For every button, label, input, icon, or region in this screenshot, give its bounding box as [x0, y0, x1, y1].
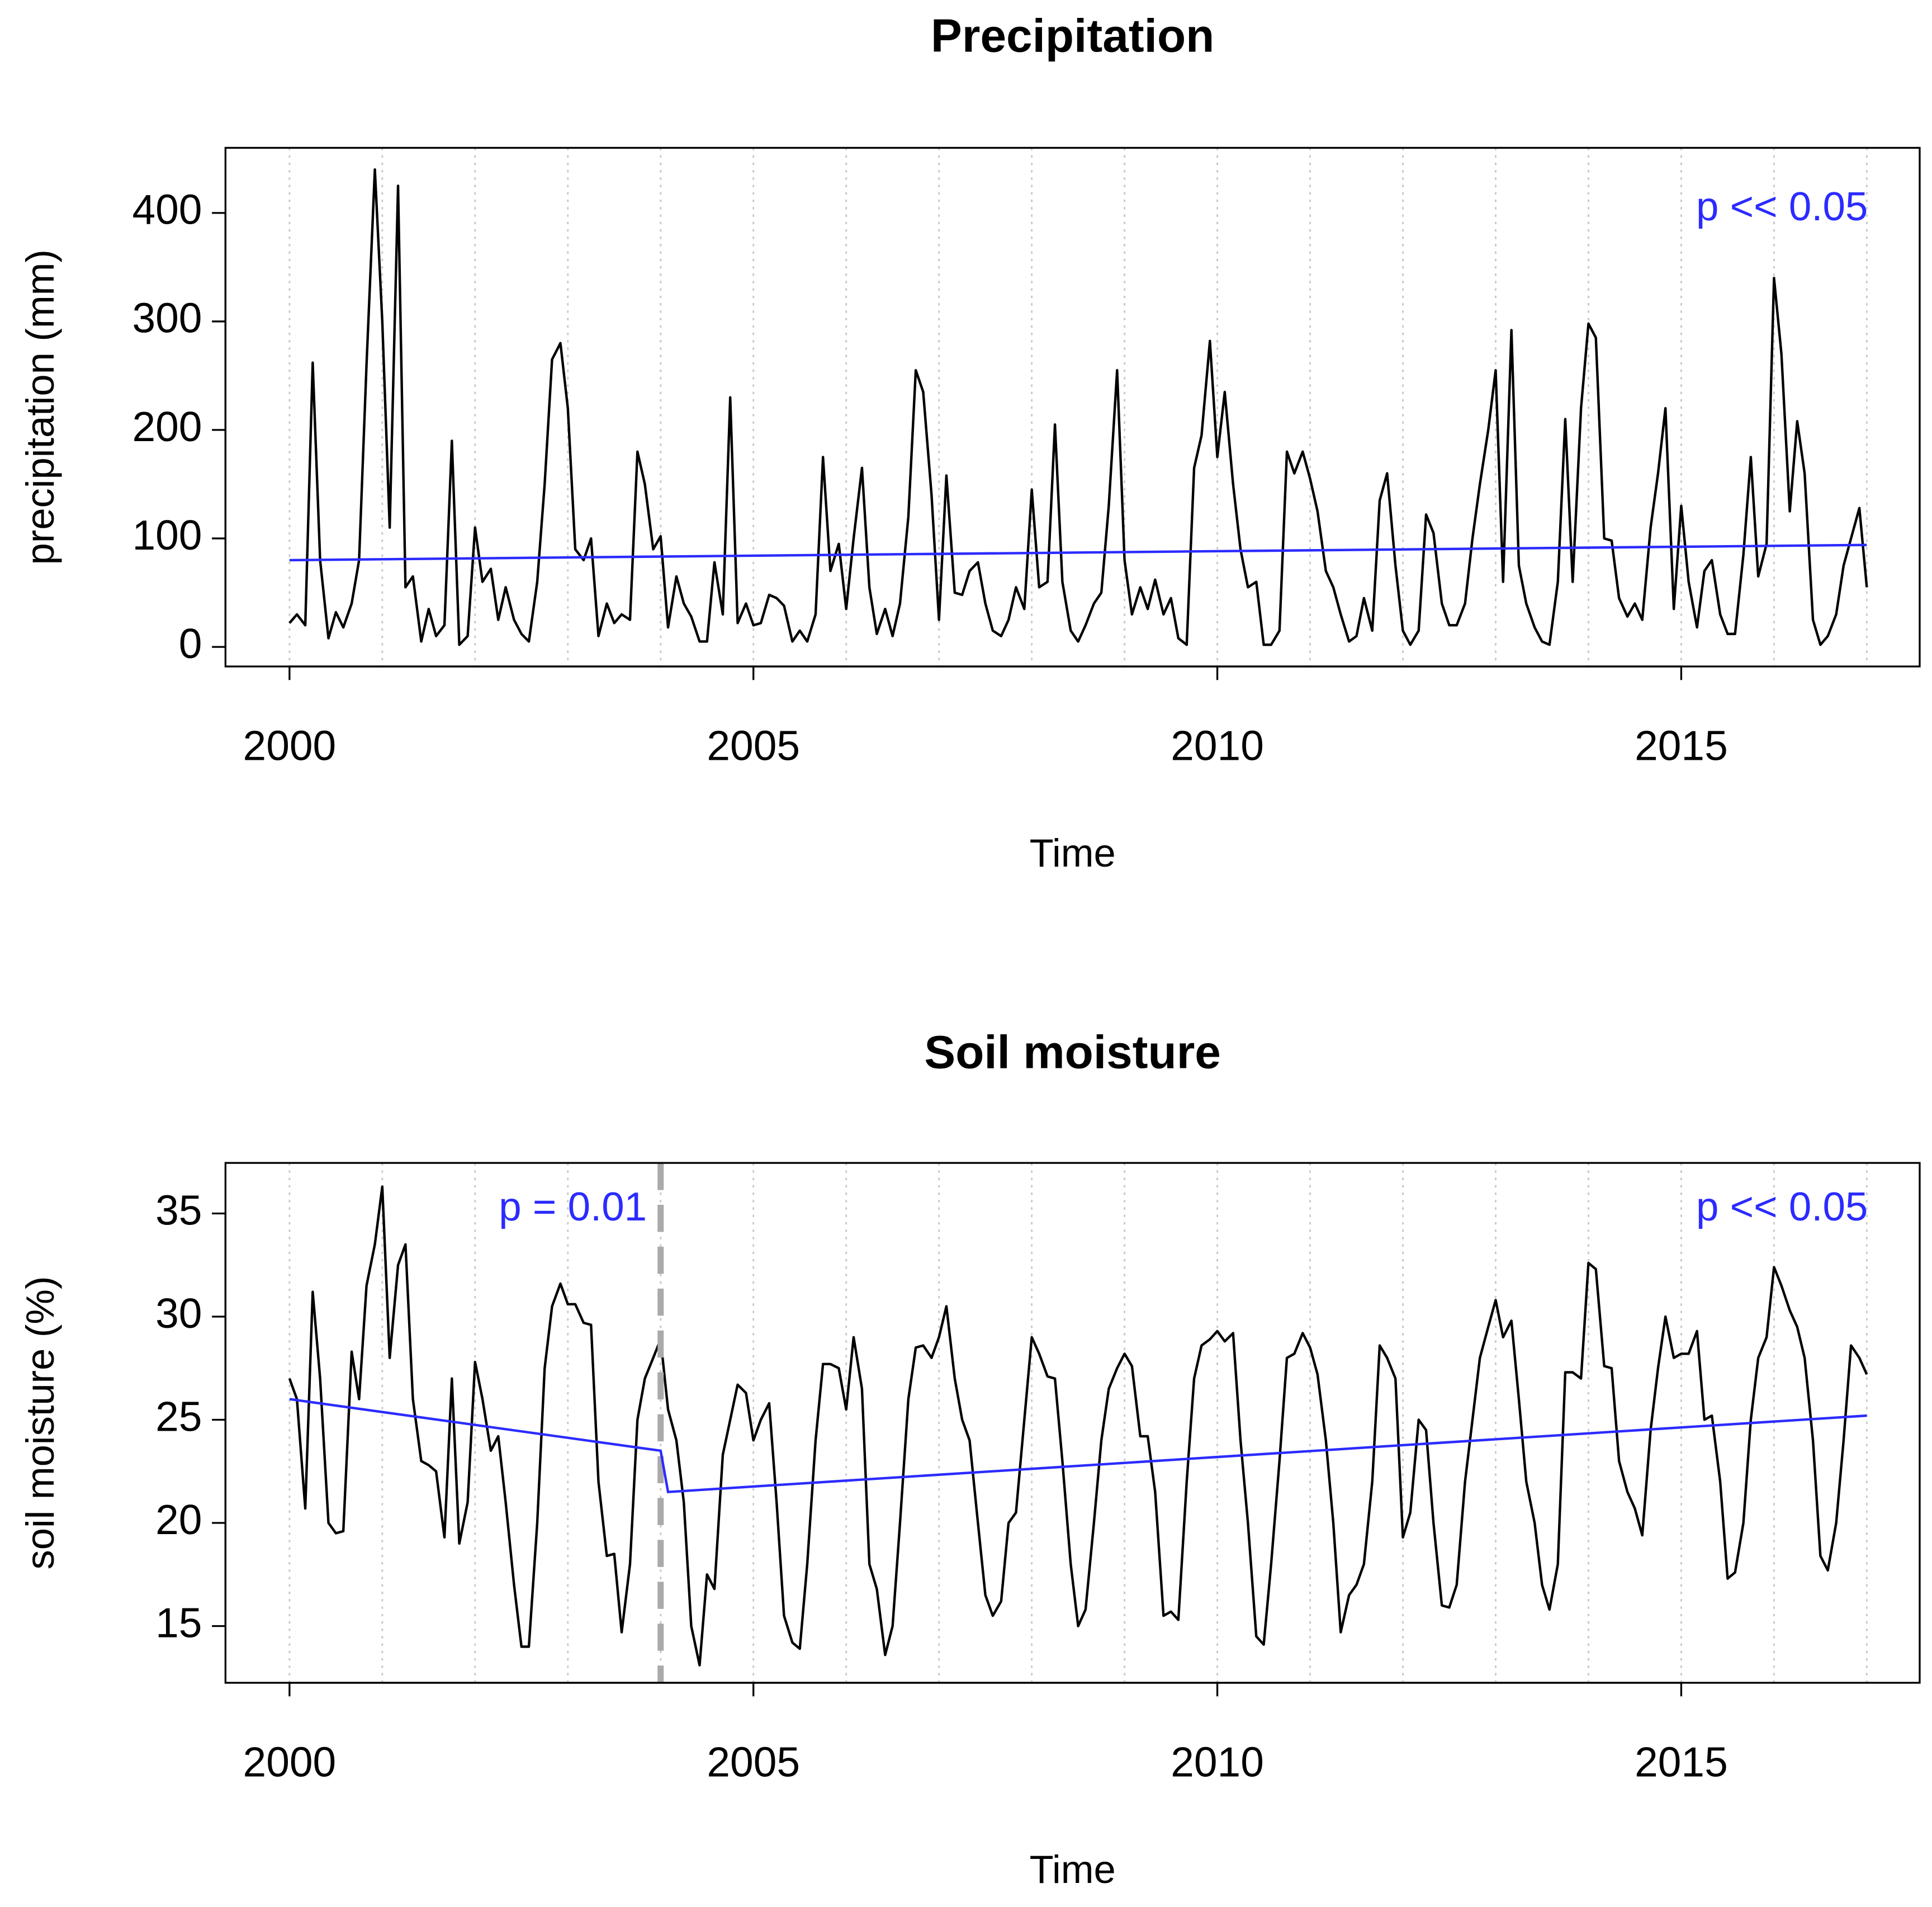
panel: Precipitation 2000 2005 2010 2015 0 100 200 300 4… [18, 10, 1921, 875]
y-tick-label: 35 [155, 1186, 202, 1233]
chart-title: Precipitation [931, 10, 1214, 62]
data-line [288, 168, 1868, 646]
x-tick-label: 2010 [1171, 1738, 1264, 1785]
annotation: p << 0.05 [1696, 1184, 1868, 1229]
y-axis-label: precipitation (mm) [18, 249, 62, 565]
y-tick-label: 200 [132, 403, 202, 450]
chart-title: Soil moisture [924, 1026, 1220, 1078]
x-axis-label: Time [1030, 1847, 1116, 1891]
y-tick-label: 300 [132, 295, 202, 342]
x-tick-label: 2015 [1635, 1738, 1728, 1785]
annotation: p = 0.01 [499, 1184, 647, 1229]
y-tick-label: 15 [155, 1599, 202, 1646]
trend-line [289, 543, 1867, 562]
plot-frame [224, 146, 1921, 668]
panel: Soil moisture 2000 2005 2010 2015 15 20 25 30 35 T… [18, 1026, 1921, 1891]
trend-line [289, 1398, 1867, 1493]
x-tick-label: 2005 [707, 722, 800, 769]
x-tick-label: 2000 [243, 1738, 337, 1785]
x-tick-label: 2015 [1635, 722, 1728, 769]
data-line [288, 1185, 1868, 1667]
y-tick-label: 0 [179, 620, 202, 667]
y-axis-label: soil moisture (%) [18, 1276, 62, 1570]
x-tick-label: 2010 [1171, 722, 1264, 769]
y-tick-label: 100 [132, 512, 202, 559]
y-tick-label: 30 [155, 1290, 202, 1337]
x-tick-label: 2000 [243, 722, 337, 769]
x-axis-label: Time [1030, 831, 1116, 875]
y-tick-label: 25 [155, 1393, 202, 1440]
annotation: p << 0.05 [1696, 184, 1868, 229]
plot-frame [224, 1162, 1921, 1684]
x-tick-label: 2005 [707, 1738, 800, 1785]
y-tick-label: 400 [132, 186, 202, 233]
y-tick-label: 20 [155, 1496, 202, 1543]
